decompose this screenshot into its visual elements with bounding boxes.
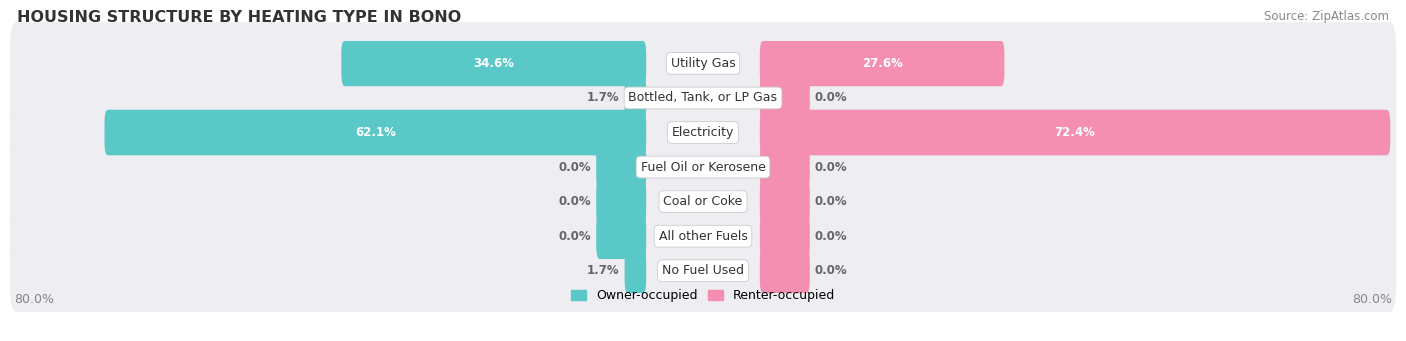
FancyBboxPatch shape [596,213,647,259]
FancyBboxPatch shape [10,195,1396,277]
FancyBboxPatch shape [759,144,810,190]
Text: Coal or Coke: Coal or Coke [664,195,742,208]
FancyBboxPatch shape [10,126,1396,208]
Text: 72.4%: 72.4% [1054,126,1095,139]
FancyBboxPatch shape [10,229,1396,312]
FancyBboxPatch shape [596,144,647,190]
Text: 1.7%: 1.7% [586,264,620,277]
Text: HOUSING STRUCTURE BY HEATING TYPE IN BONO: HOUSING STRUCTURE BY HEATING TYPE IN BON… [17,10,461,25]
FancyBboxPatch shape [10,161,1396,243]
Text: 0.0%: 0.0% [558,230,591,243]
Text: All other Fuels: All other Fuels [658,230,748,243]
FancyBboxPatch shape [759,110,1391,155]
FancyBboxPatch shape [342,41,647,86]
Text: 0.0%: 0.0% [815,161,848,174]
FancyBboxPatch shape [759,248,810,294]
Text: 0.0%: 0.0% [815,230,848,243]
FancyBboxPatch shape [759,213,810,259]
Text: Fuel Oil or Kerosene: Fuel Oil or Kerosene [641,161,765,174]
Text: Bottled, Tank, or LP Gas: Bottled, Tank, or LP Gas [628,91,778,104]
FancyBboxPatch shape [759,179,810,224]
Text: 27.6%: 27.6% [862,57,903,70]
Text: 0.0%: 0.0% [558,161,591,174]
Text: 80.0%: 80.0% [14,293,53,306]
Text: 80.0%: 80.0% [1353,293,1392,306]
FancyBboxPatch shape [10,22,1396,105]
Text: 62.1%: 62.1% [354,126,395,139]
Legend: Owner-occupied, Renter-occupied: Owner-occupied, Renter-occupied [567,284,839,307]
FancyBboxPatch shape [596,179,647,224]
FancyBboxPatch shape [759,41,1004,86]
Text: 0.0%: 0.0% [815,91,848,104]
Text: 0.0%: 0.0% [815,264,848,277]
FancyBboxPatch shape [10,91,1396,174]
Text: Utility Gas: Utility Gas [671,57,735,70]
Text: Electricity: Electricity [672,126,734,139]
FancyBboxPatch shape [624,75,647,121]
FancyBboxPatch shape [104,110,647,155]
Text: No Fuel Used: No Fuel Used [662,264,744,277]
Text: 1.7%: 1.7% [586,91,620,104]
FancyBboxPatch shape [624,248,647,294]
Text: 0.0%: 0.0% [558,195,591,208]
FancyBboxPatch shape [10,57,1396,139]
FancyBboxPatch shape [759,75,810,121]
Text: Source: ZipAtlas.com: Source: ZipAtlas.com [1264,10,1389,23]
Text: 0.0%: 0.0% [815,195,848,208]
Text: 34.6%: 34.6% [474,57,515,70]
